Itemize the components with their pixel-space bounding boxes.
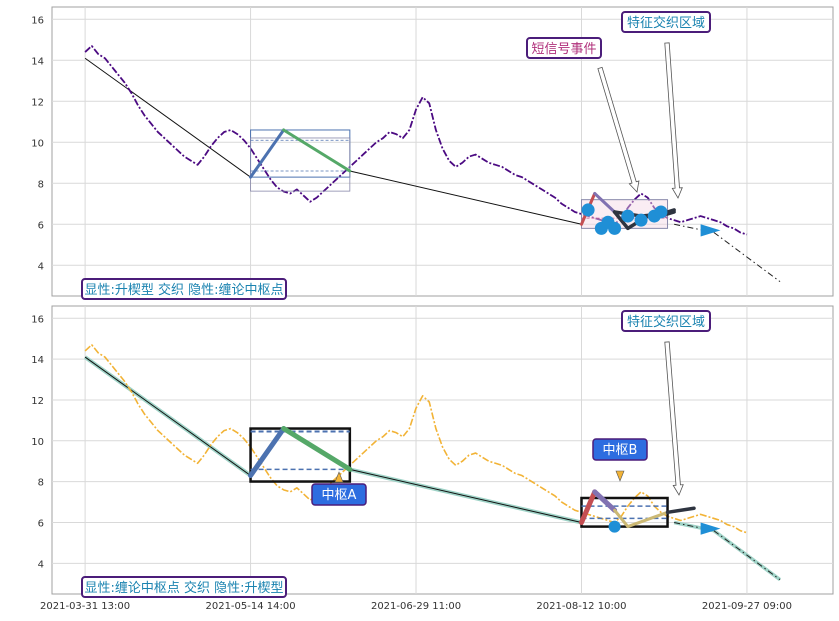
corner-label: 显性:升楔型 交织 隐性:缠论中枢点: [84, 282, 283, 298]
annotation-arrow: [664, 42, 683, 199]
y-tick-label: 8: [38, 179, 44, 190]
wave-line: [281, 426, 353, 472]
wave-line: [282, 128, 352, 173]
annotation-pointer: [615, 470, 625, 482]
annotation-pointer: [334, 471, 344, 483]
annotation-center-a-box: [311, 483, 367, 506]
y-tick-label: 10: [31, 437, 44, 448]
signal-point: [654, 205, 668, 219]
x-tick-label: 2021-03-31 13:00: [40, 601, 130, 612]
y-tick-label: 8: [38, 478, 44, 489]
y-tick-label: 16: [31, 314, 44, 325]
plot-frame: [51, 305, 834, 595]
y-tick-label: 4: [38, 261, 44, 272]
wave-line: [578, 489, 598, 526]
y-tick-label: 12: [31, 97, 44, 108]
x-tick-label: 2021-09-27 09:00: [702, 601, 792, 612]
wave-line: [593, 192, 617, 214]
signal-point: [608, 221, 622, 235]
annotation-feature-zone: 特征交织区域: [627, 314, 705, 330]
x-tick-label: 2021-06-29 11:00: [371, 601, 461, 612]
signal-marker: [700, 522, 721, 535]
price-line: [84, 45, 748, 236]
annotation-feature-zone-box: [621, 310, 711, 332]
signal-point: [581, 203, 595, 217]
annotation-feature-zone-box: [621, 11, 711, 33]
wave-line: [249, 128, 286, 179]
wave-line: [613, 508, 670, 529]
y-tick-label: 16: [31, 15, 44, 26]
corner-label-box: [81, 278, 287, 300]
x-tick-label: 2021-05-14 14:00: [205, 601, 295, 612]
annotation-short-signal-box: [526, 37, 602, 59]
annotation-center-a: 中枢A: [322, 488, 357, 503]
annotation-center-b: 中枢B: [603, 443, 638, 458]
signal-marker: [700, 224, 721, 237]
y-tick-label: 4: [38, 559, 44, 570]
y-tick-label: 6: [38, 519, 44, 530]
y-tick-label: 10: [31, 138, 44, 149]
price-line: [84, 344, 748, 534]
plot-frame: [51, 6, 834, 297]
corner-label-box: [81, 576, 287, 598]
signal-point: [621, 209, 635, 223]
y-tick-label: 14: [31, 56, 44, 67]
annotation-arrow: [664, 341, 684, 496]
y-tick-label: 6: [38, 220, 44, 231]
annotation-feature-zone: 特征交织区域: [627, 15, 705, 31]
central-box-outer: [250, 137, 351, 192]
annotation-arrow: [597, 66, 640, 193]
signal-point: [608, 520, 621, 533]
x-tick-label: 2021-08-12 10:00: [536, 601, 626, 612]
wave-line: [248, 426, 287, 479]
wave-line: [665, 506, 696, 515]
annotation-short-signal: 短信号事件: [531, 42, 596, 57]
chart-panel-1: 4 6 8 10 12 14 16 显性:升楔型 交织 隐性:缠论中枢点 短信号事件 特征交织区域: [31, 6, 834, 300]
y-tick-label: 14: [31, 355, 44, 366]
y-tick-label: 12: [31, 396, 44, 407]
central-box: [249, 427, 352, 483]
wave-line: [592, 489, 618, 513]
annotation-center-b-box: [592, 438, 648, 461]
signal-point: [634, 213, 648, 227]
corner-label: 显性:缠论中枢点 交织 隐性:升楔型: [84, 580, 283, 596]
